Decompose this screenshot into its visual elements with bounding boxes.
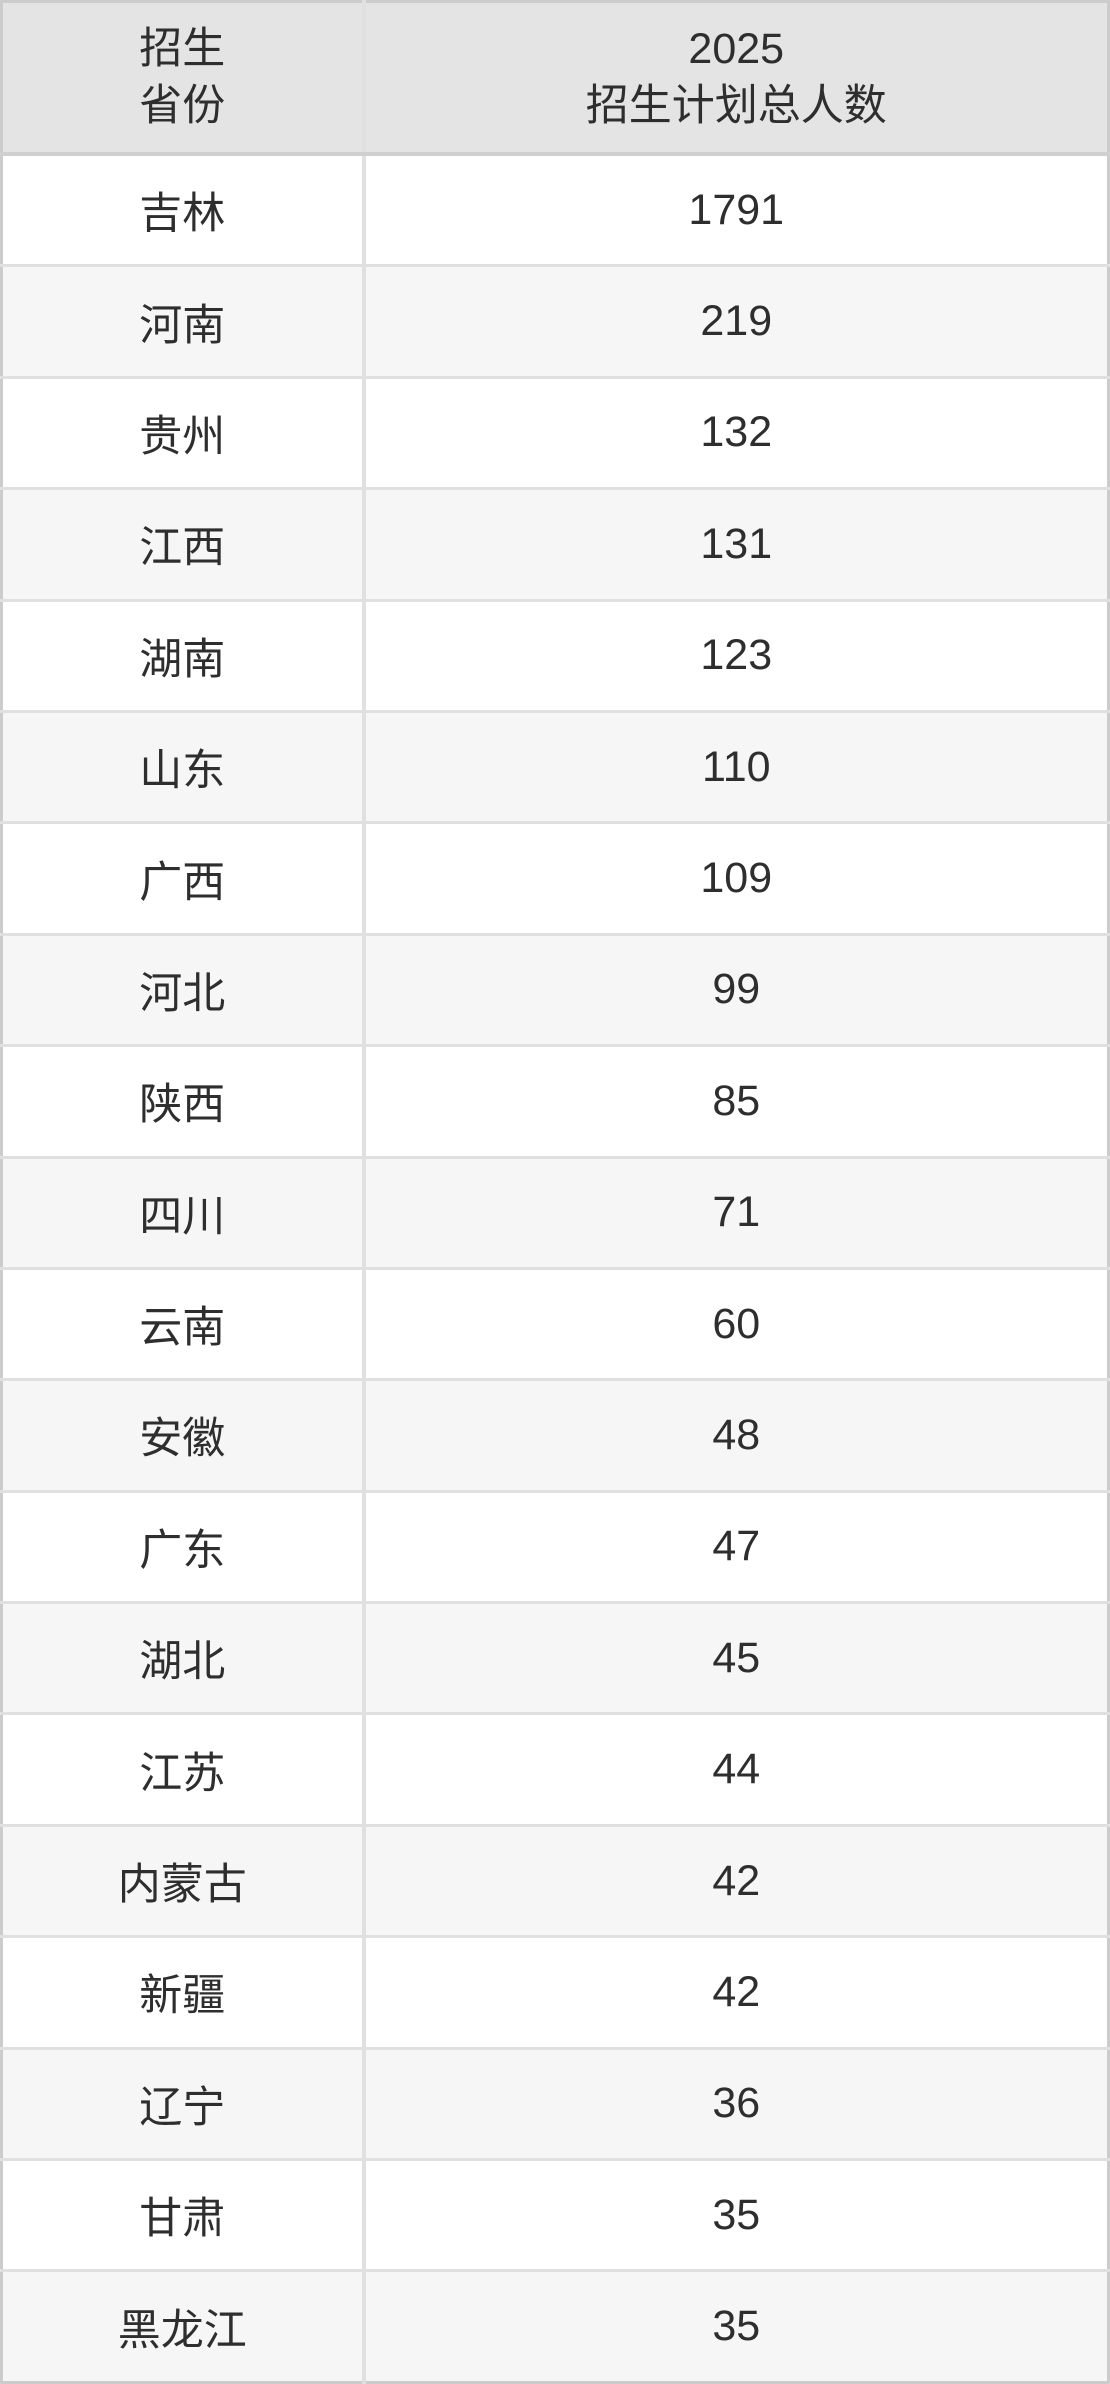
table-row: 内蒙古 42 xyxy=(1,1823,1109,1937)
province-cell: 贵州 xyxy=(1,375,364,489)
province-cell: 吉林 xyxy=(1,152,364,266)
province-cell: 江西 xyxy=(1,487,364,601)
total-cell: 44 xyxy=(361,1712,1109,1826)
table-row: 江西 131 xyxy=(1,487,1109,601)
province-cell: 湖南 xyxy=(1,598,364,712)
header-total-line2: 招生计划总人数 xyxy=(585,81,887,130)
province-cell: 黑龙江 xyxy=(1,2269,364,2383)
table-row: 陕西 85 xyxy=(1,1044,1109,1158)
header-cell-province: 招生 省份 xyxy=(1,1,364,156)
total-cell: 60 xyxy=(361,1266,1109,1380)
table-row: 甘肃 35 xyxy=(1,2158,1109,2271)
total-cell: 132 xyxy=(361,375,1109,489)
province-cell: 河南 xyxy=(1,264,364,378)
province-cell: 新疆 xyxy=(1,1935,364,2049)
province-cell: 甘肃 xyxy=(1,2158,364,2271)
province-cell: 广东 xyxy=(1,1489,364,1603)
total-cell: 45 xyxy=(361,1601,1109,1714)
total-cell: 47 xyxy=(361,1489,1109,1603)
header-province-line2: 省份 xyxy=(139,81,226,130)
total-cell: 71 xyxy=(361,1155,1109,1269)
total-cell: 110 xyxy=(361,709,1109,823)
total-cell: 42 xyxy=(361,1823,1109,1937)
province-cell: 广西 xyxy=(1,821,364,935)
total-cell: 48 xyxy=(361,1378,1109,1492)
province-cell: 山东 xyxy=(1,709,364,823)
table-row: 河北 99 xyxy=(1,932,1109,1046)
total-cell: 85 xyxy=(361,1044,1109,1158)
table-row: 云南 60 xyxy=(1,1266,1109,1380)
table-row: 江苏 44 xyxy=(1,1712,1109,1826)
province-cell: 陕西 xyxy=(1,1044,364,1158)
table-row: 新疆 42 xyxy=(1,1935,1109,2049)
table-row: 山东 110 xyxy=(1,709,1109,823)
table-row: 安徽 48 xyxy=(1,1378,1109,1492)
header-province-line1: 招生 xyxy=(139,24,226,73)
table-row: 湖南 123 xyxy=(1,598,1109,712)
province-cell: 湖北 xyxy=(1,1601,364,1714)
table-row: 广东 47 xyxy=(1,1489,1109,1603)
total-cell: 109 xyxy=(361,821,1109,935)
province-cell: 辽宁 xyxy=(1,2046,364,2160)
total-cell: 219 xyxy=(361,264,1109,378)
province-cell: 江苏 xyxy=(1,1712,364,1826)
total-cell: 36 xyxy=(361,2046,1109,2160)
total-cell: 35 xyxy=(361,2158,1109,2271)
table-row: 黑龙江 35 xyxy=(1,2269,1109,2383)
header-row: 招生 省份 2025 招生计划总人数 xyxy=(1,1,1109,156)
total-cell: 99 xyxy=(361,932,1109,1046)
province-cell: 四川 xyxy=(1,1155,364,1269)
table-row: 湖北 45 xyxy=(1,1601,1109,1714)
province-cell: 河北 xyxy=(1,932,364,1046)
province-cell: 内蒙古 xyxy=(1,1823,364,1937)
table-row: 四川 71 xyxy=(1,1155,1109,1269)
total-cell: 35 xyxy=(361,2269,1109,2383)
province-cell: 安徽 xyxy=(1,1378,364,1492)
table-row: 河南 219 xyxy=(1,264,1109,378)
table-row: 辽宁 36 xyxy=(1,2046,1109,2160)
total-cell: 1791 xyxy=(361,152,1109,266)
header-total-line1: 2025 xyxy=(688,24,785,73)
header-cell-total: 2025 招生计划总人数 xyxy=(361,1,1109,156)
table-row: 贵州 132 xyxy=(1,375,1109,489)
province-cell: 云南 xyxy=(1,1266,364,1380)
total-cell: 42 xyxy=(361,1935,1109,2049)
total-cell: 131 xyxy=(361,487,1109,601)
table-row: 广西 109 xyxy=(1,821,1109,935)
table-row: 吉林 1791 xyxy=(1,152,1109,266)
total-cell: 123 xyxy=(361,598,1109,712)
